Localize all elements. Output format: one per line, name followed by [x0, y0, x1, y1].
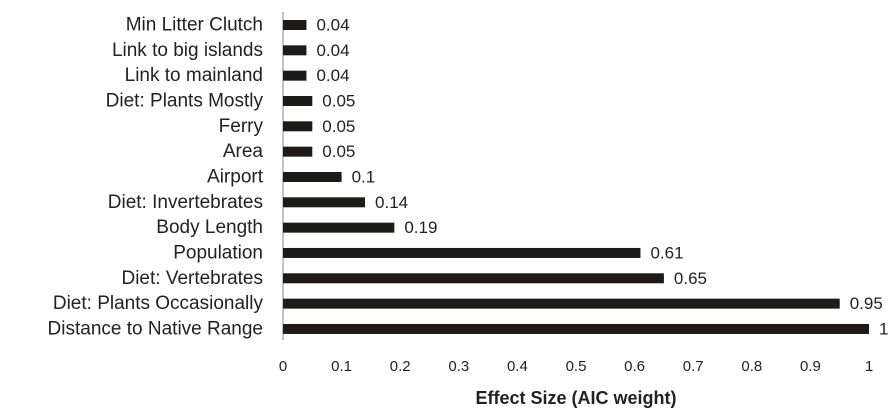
- category-label: Body Length: [156, 217, 263, 238]
- category-label: Link to big islands: [112, 40, 263, 61]
- value-labels: 0.04 0.04 0.04 0.05 0.05 0.05 0.1 0.14 0.19 0.61 0…: [316, 16, 888, 339]
- category-label: Min Litter Clutch: [126, 15, 263, 36]
- category-label: Airport: [207, 166, 264, 187]
- value-label: 0.04: [316, 66, 349, 85]
- value-label: 0.65: [674, 269, 707, 288]
- value-label: 0.04: [316, 41, 349, 60]
- x-tick-labels: 0 0.1 0.2 0.3 0.4 0.5 0.6 0.7 0.8 0.9 1: [279, 358, 873, 375]
- bar: [283, 95, 313, 106]
- bar: [283, 298, 840, 309]
- value-label: 0.19: [404, 218, 437, 237]
- x-tick-label: 0.9: [800, 358, 821, 375]
- x-tick-label: 0.2: [390, 358, 411, 375]
- category-label: Ferry: [219, 116, 264, 137]
- category-label: Diet: Invertebrates: [108, 192, 263, 213]
- x-tick-label: 0.8: [741, 358, 762, 375]
- x-axis-title: Effect Size (AIC weight): [475, 388, 676, 408]
- bar: [283, 121, 313, 132]
- bar: [283, 222, 395, 233]
- x-tick-label: 0.6: [624, 358, 645, 375]
- value-label: 0.95: [850, 294, 883, 313]
- x-tick-label: 0.5: [566, 358, 587, 375]
- bar: [283, 70, 307, 81]
- x-tick-label: 0.7: [683, 358, 704, 375]
- category-label: Diet: Plants Occasionally: [53, 293, 264, 314]
- bar: [283, 323, 869, 334]
- category-label: Area: [223, 141, 264, 162]
- value-label: 0.05: [322, 117, 355, 136]
- value-label: 0.14: [375, 193, 408, 212]
- value-label: 0.04: [316, 16, 349, 35]
- x-tick-label: 0.1: [331, 358, 352, 375]
- x-tick-label: 0.3: [448, 358, 469, 375]
- bar: [283, 197, 366, 208]
- category-label: Distance to Native Range: [48, 318, 263, 339]
- x-tick-label: 0.4: [507, 358, 528, 375]
- value-label: 0.05: [322, 91, 355, 110]
- category-labels: Min Litter Clutch Link to big islands Link…: [48, 15, 264, 340]
- category-label: Diet: Plants Mostly: [106, 90, 264, 111]
- bars-group: [283, 20, 869, 334]
- value-label: 0.61: [650, 243, 683, 262]
- value-label: 0.05: [322, 142, 355, 161]
- bar: [283, 247, 641, 258]
- bar: [283, 45, 307, 56]
- x-tick-label: 1: [865, 358, 873, 375]
- bar: [283, 146, 313, 157]
- value-label: 0.1: [352, 167, 376, 186]
- category-label: Link to mainland: [125, 65, 263, 86]
- x-tick-label: 0: [279, 358, 287, 375]
- value-label: 1: [879, 319, 888, 338]
- bar: [283, 20, 307, 30]
- category-label: Population: [173, 242, 263, 263]
- category-label: Diet: Vertebrates: [121, 268, 263, 289]
- bar: [283, 171, 342, 182]
- bar: [283, 273, 664, 284]
